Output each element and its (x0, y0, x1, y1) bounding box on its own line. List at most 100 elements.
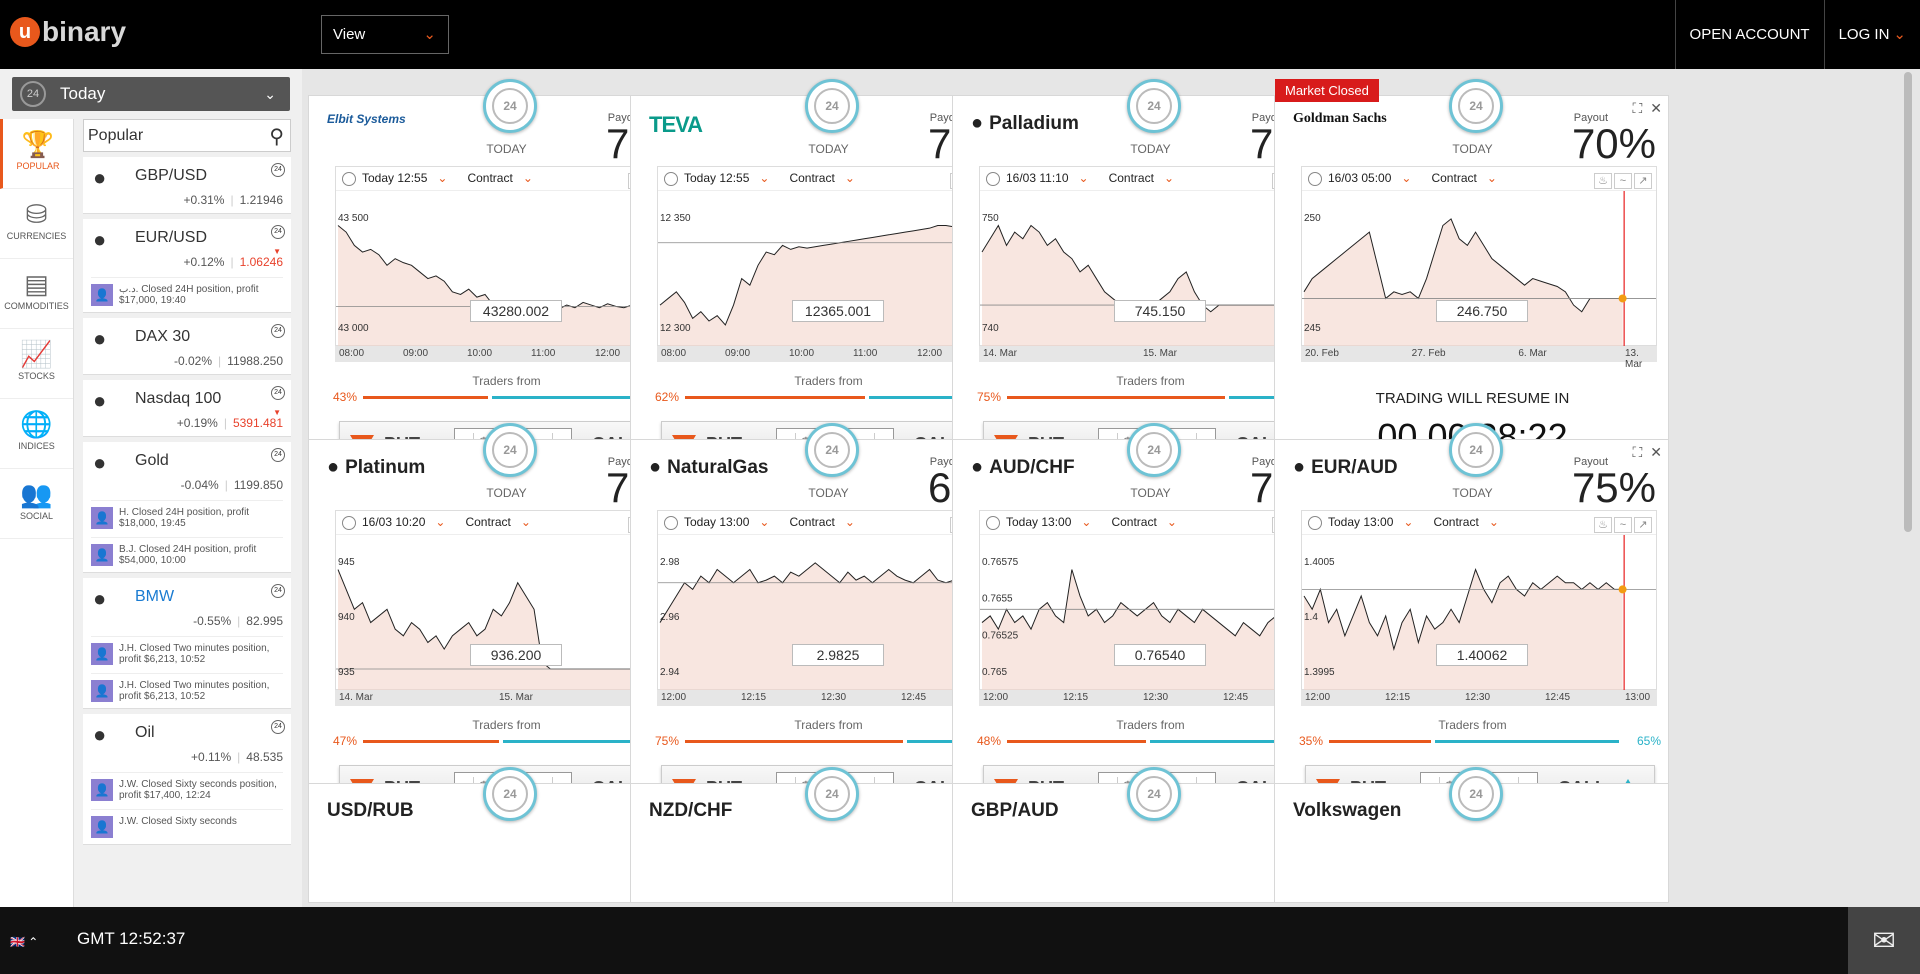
price-series (1303, 568, 1623, 651)
contract-dropdown[interactable]: Contract (1431, 171, 1477, 185)
category-commodities[interactable]: ▤ COMMODITIES (0, 259, 73, 329)
x-axis: 20. Feb 27. Feb 6. Mar 13. Mar (1301, 346, 1657, 370)
chevron-down-icon[interactable]: ⌄ (1081, 515, 1092, 529)
login-button[interactable]: LOG IN ⌄ (1823, 0, 1920, 69)
asset-name: USD/RUB (327, 800, 414, 821)
contract-dropdown[interactable]: Contract (789, 171, 835, 185)
contract-dropdown[interactable]: Contract (465, 515, 511, 529)
chevron-down-icon[interactable]: ⌄ (1401, 171, 1412, 185)
expiry-time[interactable]: Today 13:00 (1006, 515, 1072, 529)
asset-search-input[interactable]: Popular ⚲ (83, 119, 291, 152)
x-tick-label: 12:30 (821, 692, 847, 703)
mail-icon[interactable]: ✉ (1848, 907, 1920, 974)
search-icon[interactable]: ⚲ (269, 126, 284, 148)
price-chart[interactable]: Today 13:00⌄Contract⌄ ♨~↗ 2.982.962.94 2… (657, 510, 1013, 691)
chevron-down-icon[interactable]: ⌄ (520, 515, 531, 529)
chevron-down-icon[interactable]: ⌄ (1078, 171, 1089, 185)
asset-item[interactable]: ● Nasdaq 100 24 ▼ +0.19% | 5391.481 (83, 380, 291, 437)
put-percent: 75% (655, 734, 680, 748)
social-feed-item: 👤 H. Closed 24H position, profit $18,000,… (91, 500, 283, 529)
social-feed-item: 👤 J.H. Closed Two minutes position, profi… (91, 673, 283, 702)
asset-flag-icon: ● (93, 722, 107, 747)
category-stocks[interactable]: 📈 STOCKS (0, 329, 73, 399)
category-social[interactable]: 👥 SOCIAL (0, 469, 73, 539)
asset-item[interactable]: ● Oil 24 +0.11% | 48.535 👤 J.W. Closed Sixty … (83, 714, 291, 845)
contract-dropdown[interactable]: Contract (789, 515, 835, 529)
clock-24-icon: 24 (483, 767, 537, 821)
chevron-down-icon[interactable]: ⌄ (435, 515, 446, 529)
asset-title: USD/RUB (327, 800, 414, 822)
contract-dropdown[interactable]: Contract (1433, 515, 1479, 529)
down-arrow-icon: ▼ (273, 247, 281, 256)
asset-item[interactable]: ● EUR/USD 24 ▼ +0.12% | 1.06246 👤 د.ب. Closed … (83, 219, 291, 313)
candlestick-toggle-icon[interactable]: ♨ (1594, 173, 1612, 189)
chevron-down-icon[interactable]: ⌄ (437, 171, 448, 185)
category-indices[interactable]: 🌐 INDICES (0, 399, 73, 469)
expiry-time[interactable]: 16/03 05:00 (1328, 171, 1392, 185)
x-axis: 12:00 12:15 12:30 12:45 13:00 (1301, 690, 1657, 706)
chevron-down-icon[interactable]: ⌄ (1486, 171, 1497, 185)
expiry-time[interactable]: Today 12:55 (684, 171, 750, 185)
user-avatar-icon: 👤 (91, 284, 113, 306)
asset-price: 5391.481 (232, 416, 283, 430)
clock-24-icon: 24 (483, 79, 537, 133)
top-bar: u binary View ⌄ OPEN ACCOUNT LOG IN ⌄ (0, 0, 1920, 69)
chevron-down-icon[interactable]: ⌄ (1166, 515, 1177, 529)
candlestick-toggle-icon[interactable]: ♨ (1594, 517, 1612, 533)
chevron-down-icon[interactable]: ⌄ (522, 171, 533, 185)
today-label: TODAY (486, 142, 527, 156)
asset-item[interactable]: ● Gold 24 -0.04% | 1199.850 👤 H. Closed 24H p… (83, 442, 291, 573)
x-tick-label: 12:00 (661, 692, 687, 703)
price-chart[interactable]: Today 13:00 ⌄ Contract ⌄ ♨ ~ ↗ 1.4005 1.4 1.399… (1301, 510, 1657, 691)
price-chart[interactable]: 16/03 05:00 ⌄ Contract ⌄ ♨ ~ ↗ 250 245 246.750 (1301, 166, 1657, 347)
chevron-down-icon[interactable]: ⌄ (844, 171, 855, 185)
y-tick-label: 1.4 (1304, 612, 1318, 623)
expiry-time[interactable]: Today 12:55 (362, 171, 428, 185)
view-dropdown[interactable]: View ⌄ (321, 15, 449, 54)
payout-label: Payout (1573, 112, 1608, 124)
chart-expand-icon[interactable]: ↗ (1634, 173, 1652, 189)
asset-change: +0.19% (176, 416, 218, 430)
close-icon[interactable]: ✕ (1650, 444, 1662, 460)
today-selector[interactable]: 24 Today ⌄ (12, 77, 290, 111)
expiry-time[interactable]: 16/03 10:20 (362, 515, 426, 529)
user-avatar-icon: 👤 (91, 680, 113, 702)
asset-icon: ● (1293, 456, 1306, 478)
chevron-down-icon[interactable]: ⌄ (844, 515, 855, 529)
expand-icon[interactable]: ⛶ (1632, 444, 1643, 460)
line-toggle-icon[interactable]: ~ (1614, 517, 1632, 533)
asset-item[interactable]: ● GBP/USD 24 +0.31% | 1.21946 (83, 157, 291, 214)
contract-dropdown[interactable]: Contract (1108, 171, 1154, 185)
chevron-down-icon[interactable]: ⌄ (1403, 515, 1414, 529)
expiry-time[interactable]: 16/03 11:10 (1006, 171, 1069, 185)
price-chart[interactable]: Today 13:00⌄Contract⌄ ♨~↗ 0.765750.76550… (979, 510, 1335, 691)
clock-icon (986, 515, 1000, 530)
category-currencies[interactable]: ⛁ CURRENCIES (0, 189, 73, 259)
asset-title: ● AUD/CHF (971, 456, 1075, 479)
logo[interactable]: u binary (10, 16, 126, 48)
category-popular[interactable]: 🏆 POPULAR (0, 119, 73, 189)
chart-expand-icon[interactable]: ↗ (1634, 517, 1652, 533)
expiry-time[interactable]: Today 13:00 (684, 515, 750, 529)
uk-flag-icon[interactable]: 🇬🇧 ⌃ (10, 935, 39, 949)
scrollbar[interactable] (1904, 72, 1912, 532)
chevron-down-icon[interactable]: ⌄ (1488, 515, 1499, 529)
y-tick-label: 12 300 (660, 323, 691, 334)
line-toggle-icon[interactable]: ~ (1614, 173, 1632, 189)
asset-item[interactable]: ● BMW 24 -0.55% | 82.995 👤 J.H. Closed Two mi… (83, 578, 291, 709)
chevron-down-icon[interactable]: ⌄ (759, 171, 770, 185)
expiry-time[interactable]: Today 13:00 (1328, 515, 1394, 529)
asset-name: AUD/CHF (989, 457, 1075, 478)
open-account-button[interactable]: OPEN ACCOUNT (1674, 0, 1824, 69)
trading-grid: 24 TODAY Elbit Systems Payout 74% ⛶✕ Tod… (302, 69, 1894, 907)
chevron-down-icon[interactable]: ⌄ (759, 515, 770, 529)
contract-dropdown[interactable]: Contract (467, 171, 513, 185)
close-icon[interactable]: ✕ (1650, 100, 1662, 116)
x-tick-label: 09:00 (403, 348, 429, 359)
current-price: 2.9825 (792, 644, 884, 666)
chevron-down-icon[interactable]: ⌄ (1163, 171, 1174, 185)
expand-icon[interactable]: ⛶ (1632, 100, 1643, 116)
contract-dropdown[interactable]: Contract (1111, 515, 1157, 529)
asset-item[interactable]: ● DAX 30 24 -0.02% | 11988.250 (83, 318, 291, 375)
